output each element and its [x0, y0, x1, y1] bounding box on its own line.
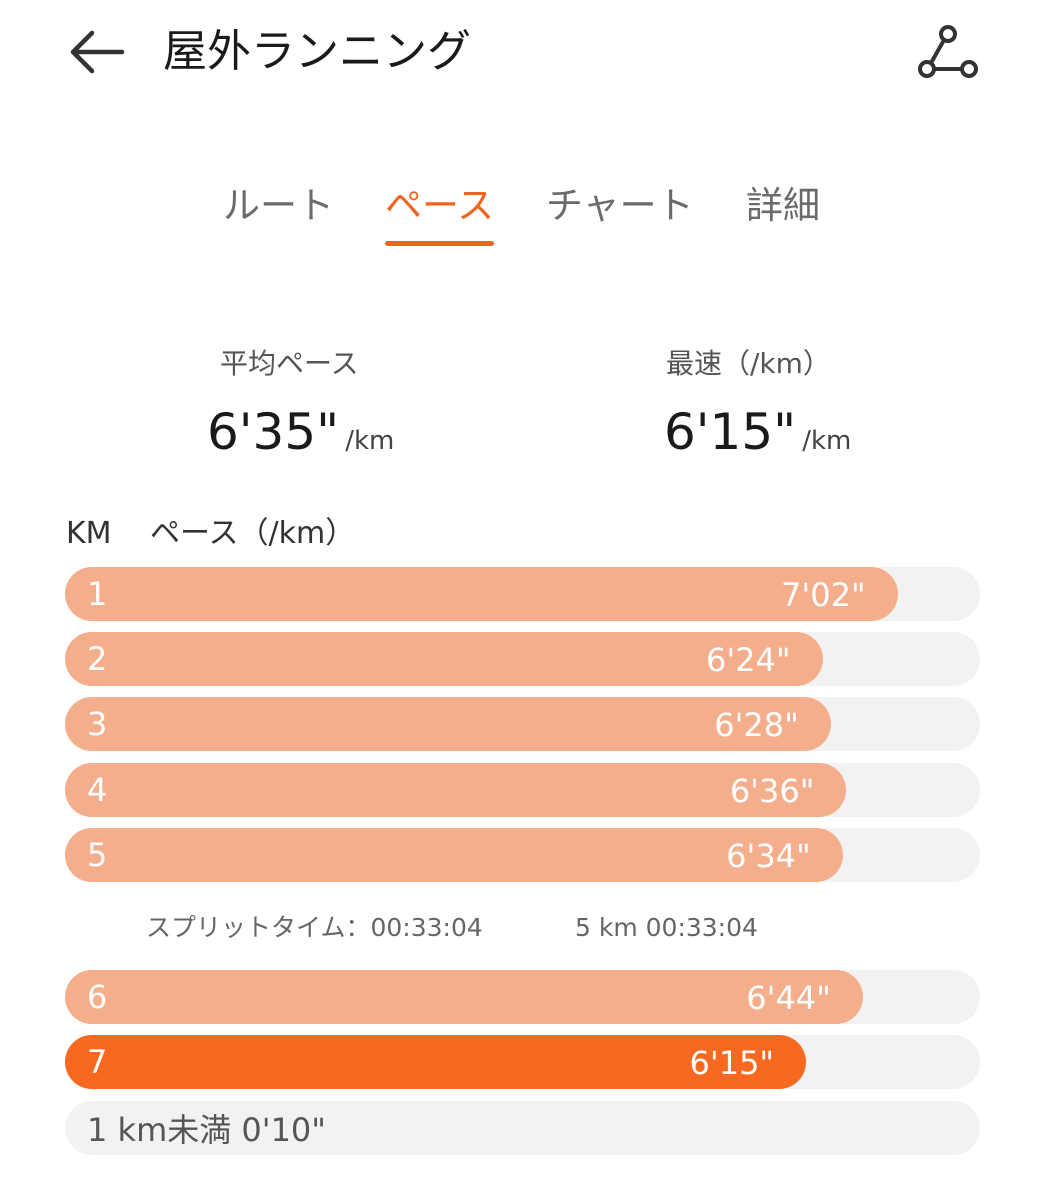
split-km: 1	[87, 575, 108, 613]
tab-route[interactable]: ルート	[223, 184, 334, 227]
split-km: 6	[87, 978, 108, 1016]
route-share-icon	[910, 20, 986, 86]
avg-pace-label: 平均ペース	[220, 347, 359, 380]
split-pace: 6'28"	[714, 706, 799, 744]
split-km: 5	[87, 836, 108, 874]
split-row: 3 6'28"	[65, 697, 980, 751]
avg-pace-stat: 6'35"/km	[207, 402, 394, 474]
split-time-detail: 5 km 00:33:04	[575, 913, 758, 942]
fastest-pace-unit: /km	[802, 426, 852, 456]
tab-bar: ルート ペース チャート 詳細	[0, 178, 1046, 258]
split-pace: 6'15"	[689, 1044, 775, 1082]
km-column-header: KM	[66, 516, 112, 551]
split-bar-6: 6 6'44"	[65, 970, 863, 1024]
split-pace: 7'02"	[781, 576, 866, 614]
split-pace: 6'24"	[706, 641, 791, 679]
split-km: 3	[87, 705, 108, 743]
split-km: 7	[87, 1043, 108, 1081]
tab-active-indicator	[385, 241, 495, 246]
split-time-label: スプリットタイム：00:33:04	[146, 913, 483, 942]
fastest-pace-stat: 6'15"/km	[664, 402, 851, 474]
split-row: 2 6'24"	[65, 632, 980, 686]
split-row: 6 6'44"	[65, 970, 980, 1024]
split-bar-1: 1 7'02"	[65, 567, 898, 621]
split-bar-7: 7 6'15"	[65, 1035, 807, 1089]
tab-details[interactable]: 詳細	[746, 184, 820, 227]
page-title: 屋外ランニング	[163, 26, 471, 77]
split-bar-2: 2 6'24"	[65, 632, 823, 686]
split-row: 7 6'15"	[65, 1035, 980, 1089]
avg-pace-unit: /km	[345, 426, 395, 456]
fastest-pace-label: 最速（/km）	[666, 347, 831, 380]
split-km: 2	[87, 640, 108, 678]
arrow-left-icon	[62, 22, 132, 82]
split-km: 4	[87, 771, 108, 809]
split-row: 4 6'36"	[65, 763, 980, 817]
route-share-button[interactable]	[910, 20, 986, 86]
fastest-pace-value: 6'15"	[664, 403, 797, 461]
split-pace: 6'36"	[729, 772, 815, 810]
tab-pace-label: ペース	[385, 184, 495, 227]
split-pace: 6'34"	[726, 837, 811, 875]
pace-column-header: ペース（/km）	[150, 516, 356, 551]
split-bar-4: 4 6'36"	[65, 763, 847, 817]
split-pace: 6'44"	[746, 979, 831, 1017]
remainder-row: 1 km未満 0'10"	[65, 1101, 980, 1155]
remainder-label: 1 km未満 0'10"	[87, 1111, 327, 1149]
tab-pace[interactable]: ペース	[385, 178, 495, 246]
tab-chart[interactable]: チャート	[546, 184, 694, 227]
split-bar-5: 5 6'34"	[65, 828, 843, 882]
split-bar-3: 3 6'28"	[65, 697, 831, 751]
avg-pace-value: 6'35"	[207, 403, 340, 461]
split-row: 1 7'02"	[65, 567, 980, 621]
split-row: 5 6'34"	[65, 828, 980, 882]
back-button[interactable]	[62, 22, 132, 82]
